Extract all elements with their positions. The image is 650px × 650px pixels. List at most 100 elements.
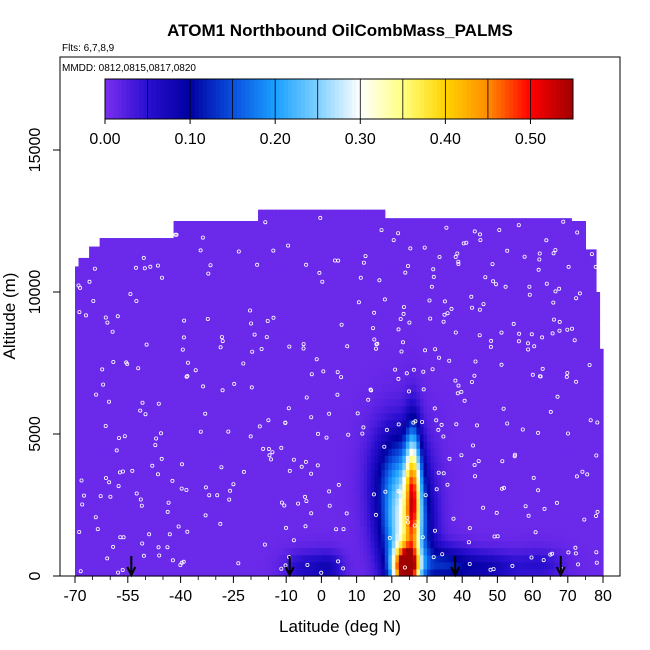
heatmap-cell [103, 270, 108, 279]
heatmap-cell [370, 476, 375, 485]
heatmap-cell [289, 412, 294, 421]
heatmap-cell [307, 526, 312, 534]
heatmap-cell [103, 462, 108, 471]
heatmap-cell [173, 398, 178, 407]
heatmap-cell [335, 242, 340, 250]
heatmap-cell [85, 257, 90, 265]
heatmap-cell [321, 462, 326, 471]
heatmap-cell [419, 263, 425, 272]
heatmap-cell [346, 455, 351, 463]
heatmap-cell [106, 512, 111, 520]
heatmap-cell [363, 313, 368, 321]
heatmap-cell [402, 426, 407, 435]
heatmap-cell [177, 377, 182, 385]
heatmap-cell [138, 568, 143, 577]
heatmap-cell [272, 505, 277, 513]
heatmap-cell [247, 476, 252, 485]
heatmap-cell [360, 284, 365, 293]
heatmap-cell [293, 209, 298, 215]
heatmap-cell [208, 334, 213, 343]
heatmap-cell [106, 327, 111, 336]
heatmap-cell [293, 469, 298, 478]
heatmap-cell [184, 405, 189, 414]
heatmap-cell [261, 483, 266, 492]
heatmap-cell [201, 277, 206, 286]
heatmap-cell [177, 526, 182, 534]
heatmap-cell [346, 334, 351, 343]
heatmap-cell [103, 412, 108, 421]
heatmap-cell [328, 355, 333, 364]
heatmap-cell [303, 270, 308, 279]
heatmap-cell [391, 405, 396, 414]
heatmap-cell [367, 568, 372, 577]
heatmap-cell [240, 441, 245, 449]
heatmap-cell [261, 242, 266, 250]
heatmap-cell [317, 554, 322, 563]
heatmap-cell [180, 462, 185, 471]
heatmap-cell [148, 469, 154, 478]
heatmap-cell [370, 209, 375, 215]
heatmap-cell [163, 419, 168, 428]
heatmap-cell [261, 355, 266, 364]
heatmap-cell [346, 256, 351, 265]
heatmap-cell [92, 561, 97, 570]
heatmap-cell [279, 462, 284, 471]
heatmap-cell [240, 568, 245, 577]
heatmap-cell [177, 426, 182, 435]
heatmap-cell [356, 242, 361, 250]
heatmap-cell [103, 533, 108, 542]
heatmap-cell [275, 412, 280, 421]
heatmap-cell [141, 441, 146, 449]
heatmap-cell [381, 363, 386, 371]
heatmap-cell [377, 448, 382, 456]
heatmap-cell [279, 405, 284, 414]
heatmap-cell [152, 469, 157, 478]
heatmap-cell [374, 419, 379, 428]
heatmap-cell [247, 519, 252, 527]
heatmap-cell [155, 327, 161, 336]
heatmap-cells [75, 209, 604, 577]
heatmap-cell [166, 512, 171, 520]
heatmap-cell [324, 554, 330, 563]
heatmap-cell [286, 256, 291, 265]
heatmap-cell [215, 377, 220, 385]
heatmap-cell [402, 441, 407, 449]
heatmap-cell [229, 363, 234, 371]
heatmap-cell [331, 348, 337, 357]
heatmap-cell [293, 384, 298, 392]
heatmap-cell [180, 306, 185, 314]
heatmap-cell [342, 299, 347, 307]
heatmap-cell [272, 313, 277, 321]
heatmap-cell [106, 384, 111, 392]
heatmap-cell [229, 469, 234, 478]
heatmap-cell [370, 497, 375, 506]
heatmap-cell [243, 519, 249, 527]
heatmap-cell [180, 320, 185, 329]
heatmap-cell [155, 512, 161, 520]
heatmap-cell [254, 497, 259, 506]
heatmap-cell [314, 512, 319, 520]
heatmap-cell [117, 334, 122, 343]
heatmap-cell [134, 462, 139, 471]
heatmap-cell [293, 292, 298, 300]
heatmap-cell [194, 412, 199, 421]
heatmap-cell [293, 434, 298, 442]
heatmap-cell [349, 434, 354, 442]
heatmap-cell [163, 533, 168, 542]
heatmap-cell [233, 334, 238, 343]
heatmap-cell [212, 391, 217, 400]
heatmap-cell [374, 320, 379, 329]
heatmap-cell [75, 377, 80, 385]
heatmap-cell [166, 434, 171, 442]
heatmap-cell [124, 455, 129, 463]
heatmap-cell [180, 221, 185, 229]
heatmap-cell [205, 256, 210, 265]
heatmap-cell [127, 284, 132, 293]
heatmap-cell [106, 363, 111, 371]
heatmap-cell [296, 419, 301, 428]
heatmap-cell [363, 384, 368, 392]
heatmap-cell [282, 462, 287, 471]
heatmap-cell [307, 426, 312, 435]
heatmap-cell [349, 209, 354, 215]
heatmap-cell [391, 448, 396, 456]
